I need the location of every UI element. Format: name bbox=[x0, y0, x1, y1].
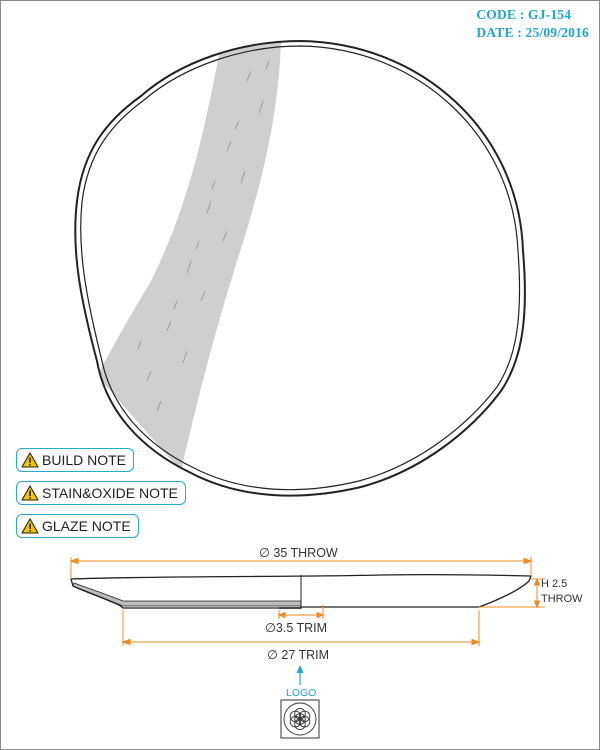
dim-foot-trim: ∅3.5 TRIM bbox=[265, 621, 327, 635]
sheet-meta: CODE : GJ-154 DATE : 25/09/2016 bbox=[476, 6, 589, 42]
build-note-label: BUILD NOTE bbox=[42, 452, 127, 468]
logo-marker: LOGO bbox=[280, 665, 320, 739]
glaze-stroke bbox=[97, 41, 281, 471]
glaze-note-label: GLAZE NOTE bbox=[42, 518, 131, 534]
warning-icon bbox=[21, 452, 39, 468]
sheet-date: DATE : 25/09/2016 bbox=[476, 25, 589, 40]
plate-outer-rim bbox=[74, 39, 526, 497]
plate-top-view bbox=[74, 39, 526, 497]
dim-trim-diameter: ∅ 27 TRIM bbox=[267, 648, 329, 662]
warning-icon bbox=[21, 518, 39, 534]
arrow-up-icon bbox=[296, 665, 304, 673]
stain-oxide-note-button[interactable]: STAIN&OXIDE NOTE bbox=[16, 481, 186, 505]
build-note-button[interactable]: BUILD NOTE bbox=[16, 448, 135, 472]
warning-icon bbox=[21, 485, 39, 501]
stain-oxide-note-label: STAIN&OXIDE NOTE bbox=[42, 485, 178, 501]
product-code: CODE : GJ-154 bbox=[476, 7, 572, 22]
dim-height-label: THROW bbox=[541, 593, 583, 605]
plate-side-profile bbox=[70, 573, 532, 609]
glaze-note-button[interactable]: GLAZE NOTE bbox=[16, 514, 139, 538]
dim-height-value: H 2.5 bbox=[541, 578, 567, 590]
dim-throw-diameter: ∅ 35 THROW bbox=[259, 546, 338, 560]
flower-of-life-icon bbox=[283, 702, 317, 736]
glaze-texture bbox=[137, 60, 270, 412]
plate-inner-rim bbox=[80, 45, 521, 491]
logo-label: LOGO bbox=[286, 687, 316, 699]
dimension-lines bbox=[69, 557, 545, 646]
